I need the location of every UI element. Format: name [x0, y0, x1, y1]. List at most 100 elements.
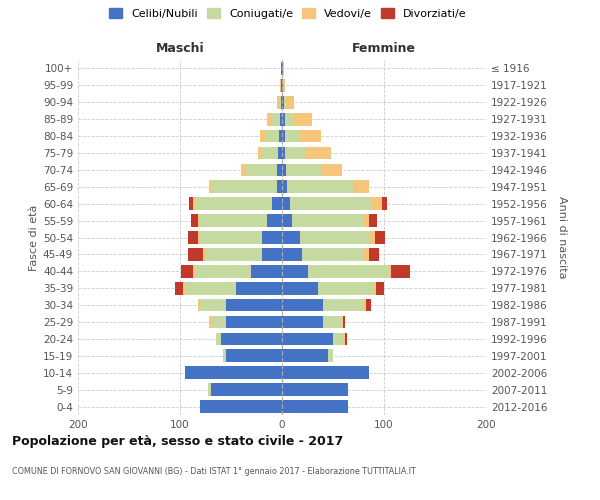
Bar [282, 282, 318, 294]
Bar [278, 146, 282, 160]
Bar [251, 265, 282, 278]
Bar [333, 332, 343, 345]
Bar [282, 164, 286, 176]
Bar [282, 130, 285, 142]
Bar [318, 282, 374, 294]
Bar [226, 350, 282, 362]
Bar [200, 400, 282, 413]
Bar [281, 79, 282, 92]
Bar [223, 350, 226, 362]
Bar [282, 316, 323, 328]
Bar [293, 113, 311, 126]
Bar [345, 332, 347, 345]
Bar [285, 113, 293, 126]
Bar [196, 265, 251, 278]
Bar [277, 164, 282, 176]
Bar [382, 198, 387, 210]
Bar [191, 214, 199, 227]
Bar [200, 231, 262, 244]
Bar [199, 231, 200, 244]
Bar [282, 248, 302, 260]
Bar [211, 384, 282, 396]
Bar [189, 198, 193, 210]
Bar [200, 214, 267, 227]
Bar [369, 248, 379, 260]
Bar [282, 332, 333, 345]
Bar [277, 180, 282, 193]
Bar [282, 214, 292, 227]
Bar [372, 198, 382, 210]
Bar [281, 96, 282, 108]
Bar [241, 164, 247, 176]
Bar [209, 316, 211, 328]
Bar [292, 214, 364, 227]
Bar [175, 282, 183, 294]
Text: Popolazione per età, sesso e stato civile - 2017: Popolazione per età, sesso e stato civil… [12, 435, 343, 448]
Bar [341, 316, 343, 328]
Bar [284, 96, 286, 108]
Bar [199, 214, 200, 227]
Bar [301, 231, 370, 244]
Bar [282, 366, 369, 379]
Bar [181, 265, 193, 278]
Bar [193, 198, 196, 210]
Bar [290, 198, 372, 210]
Bar [389, 265, 391, 278]
Bar [236, 282, 282, 294]
Bar [282, 231, 301, 244]
Bar [262, 146, 278, 160]
Bar [282, 265, 308, 278]
Bar [265, 130, 279, 142]
Bar [283, 62, 284, 75]
Bar [323, 316, 341, 328]
Bar [343, 316, 345, 328]
Bar [279, 96, 281, 108]
Y-axis label: Anni di nascita: Anni di nascita [557, 196, 567, 279]
Bar [302, 248, 364, 260]
Bar [370, 231, 375, 244]
Bar [282, 146, 285, 160]
Text: Femmine: Femmine [352, 42, 416, 55]
Bar [285, 130, 301, 142]
Bar [286, 164, 322, 176]
Bar [282, 384, 349, 396]
Bar [200, 299, 226, 312]
Bar [364, 214, 369, 227]
Bar [282, 198, 290, 210]
Bar [272, 198, 282, 210]
Bar [216, 332, 221, 345]
Bar [262, 231, 282, 244]
Bar [391, 265, 410, 278]
Bar [199, 299, 200, 312]
Bar [280, 79, 281, 92]
Bar [205, 248, 262, 260]
Legend: Celibi/Nubili, Coniugati/e, Vedovi/e, Divorziati/e: Celibi/Nubili, Coniugati/e, Vedovi/e, Di… [107, 6, 469, 21]
Bar [196, 198, 272, 210]
Bar [267, 113, 272, 126]
Bar [277, 96, 279, 108]
Bar [285, 146, 305, 160]
Bar [376, 282, 384, 294]
Bar [188, 248, 203, 260]
Bar [211, 180, 277, 193]
Bar [211, 316, 226, 328]
Bar [374, 282, 376, 294]
Bar [286, 96, 294, 108]
Bar [209, 180, 211, 193]
Bar [328, 350, 333, 362]
Y-axis label: Fasce di età: Fasce di età [29, 204, 39, 270]
Bar [267, 214, 282, 227]
Bar [262, 248, 282, 260]
Bar [281, 62, 282, 75]
Bar [226, 316, 282, 328]
Bar [282, 96, 284, 108]
Bar [353, 180, 369, 193]
Bar [365, 299, 371, 312]
Bar [364, 299, 365, 312]
Bar [282, 62, 283, 75]
Bar [279, 130, 282, 142]
Bar [322, 164, 342, 176]
Bar [280, 113, 282, 126]
Bar [364, 248, 369, 260]
Bar [282, 180, 287, 193]
